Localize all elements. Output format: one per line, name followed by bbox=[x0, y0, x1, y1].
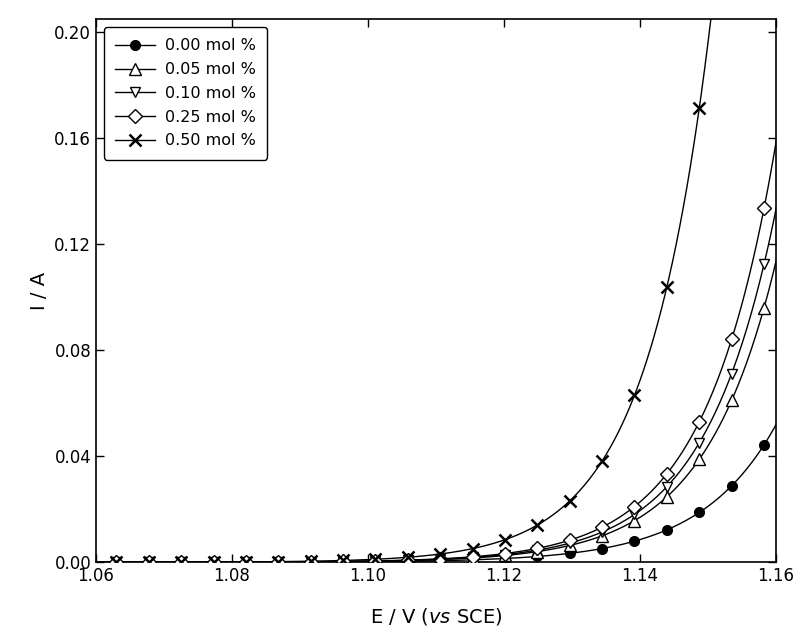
Y-axis label: I / A: I / A bbox=[30, 272, 49, 310]
Legend: 0.00 mol %, 0.05 mol %, 0.10 mol %, 0.25 mol %, 0.50 mol %: 0.00 mol %, 0.05 mol %, 0.10 mol %, 0.25… bbox=[104, 27, 267, 160]
Text: E / V ($\mathit{vs}$ SCE): E / V ($\mathit{vs}$ SCE) bbox=[370, 606, 502, 627]
